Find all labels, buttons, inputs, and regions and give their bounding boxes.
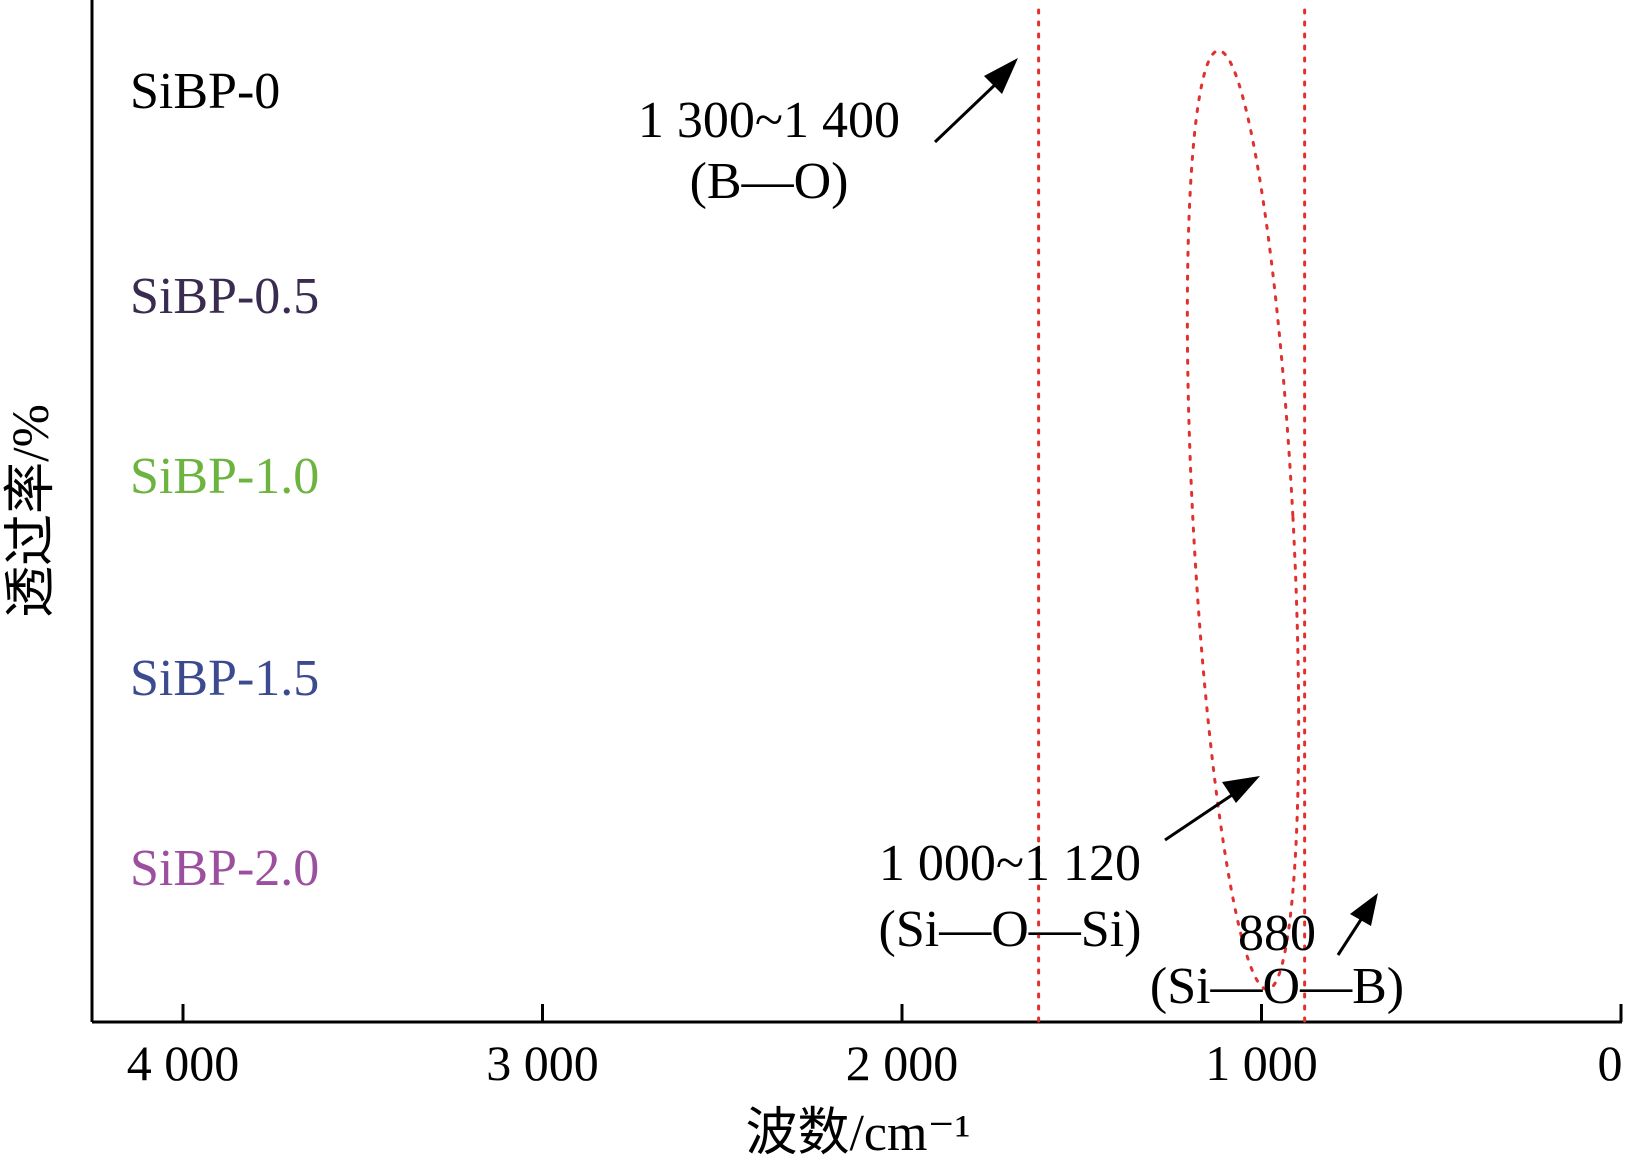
annotation-si-o-b-wavenumber: 880 <box>1238 905 1316 962</box>
y-axis-label: 透过率/% <box>3 404 60 618</box>
axes <box>90 0 1622 1024</box>
x-tick-label: 1 000 <box>1205 1035 1318 1091</box>
arrow-si-o-b <box>1336 893 1378 956</box>
annotation-b-o-range: 1 300~1 400 <box>638 92 900 149</box>
series-label: SiBP-1.0 <box>130 448 319 505</box>
x-tick-label: 2 000 <box>846 1035 959 1091</box>
highlight-ellipse-shape <box>1185 49 1301 991</box>
arrow-b-o <box>933 58 1018 144</box>
annotation-si-o-b-bond: (Si—O—B) <box>1150 958 1404 1015</box>
x-axis-label: 波数/cm⁻¹ <box>745 1105 970 1162</box>
reference-lines <box>1037 8 1307 1024</box>
x-tick-label: 4 000 <box>127 1035 240 1091</box>
series-label: SiBP-0 <box>130 63 280 120</box>
annotation-si-o-si-bond: (Si—O—Si) <box>879 901 1142 958</box>
x-tick-label: 3 000 <box>486 1035 599 1091</box>
series-label: SiBP-0.5 <box>130 268 319 325</box>
highlight-ellipse <box>1185 49 1301 991</box>
x-tick-label: 0 <box>1598 1035 1623 1091</box>
x-ticks: 4 000 3 000 2 000 1 000 0 <box>127 1004 1623 1091</box>
arrow-si-o-si <box>1164 776 1260 842</box>
annotation-b-o-bond: (B—O) <box>690 153 849 210</box>
series-label: SiBP-2.0 <box>130 840 319 897</box>
annotations: 1 300~1 400 (B—O) 1 000~1 120 (Si—O—Si) … <box>638 58 1404 1015</box>
series-labels: SiBP-0 SiBP-0.5 SiBP-1.0 SiBP-1.5 SiBP-2.0 <box>130 63 319 897</box>
annotation-si-o-si-range: 1 000~1 120 <box>879 835 1141 892</box>
series-label: SiBP-1.5 <box>130 650 319 707</box>
